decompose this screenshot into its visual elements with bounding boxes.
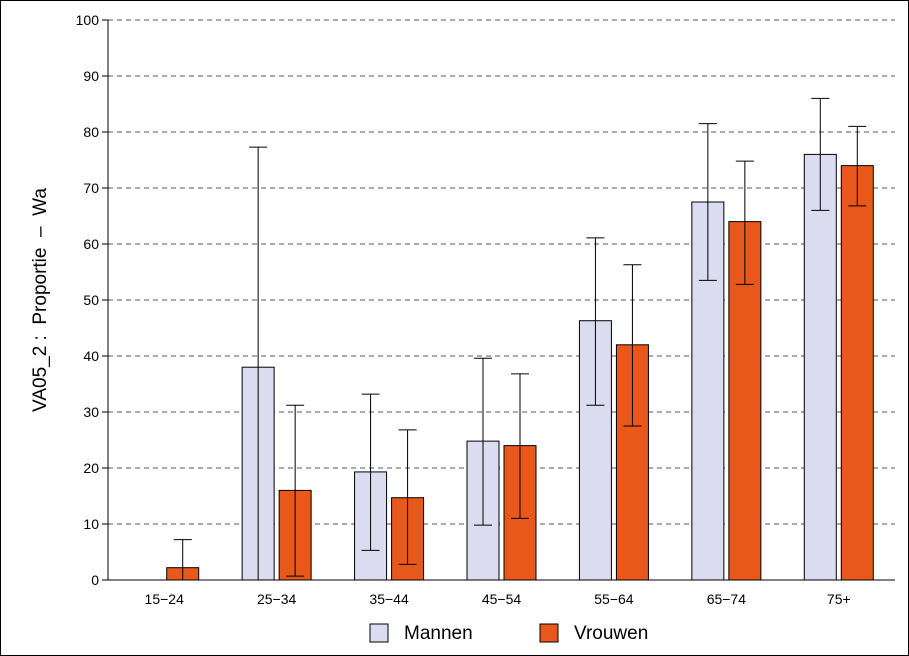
y-tick-label: 40 bbox=[83, 348, 99, 364]
x-tick-label: 25−34 bbox=[257, 591, 297, 607]
bars bbox=[166, 97, 874, 581]
x-tick-label: 35−44 bbox=[369, 591, 409, 607]
legend-label: Mannen bbox=[404, 623, 473, 644]
y-tick-label: 90 bbox=[83, 68, 99, 84]
legend-item-mannen: Mannen bbox=[369, 623, 473, 644]
error-bar bbox=[698, 123, 717, 281]
error-bar bbox=[398, 429, 417, 565]
y-tick-label: 20 bbox=[83, 460, 99, 476]
error-bar bbox=[173, 539, 192, 581]
y-tick-labels: 0 10 20 30 40 50 60 70 80 90 100 bbox=[76, 12, 108, 588]
y-tick-label: 80 bbox=[83, 124, 99, 140]
legend-label: Vrouwen bbox=[574, 623, 648, 644]
y-tick-label: 100 bbox=[76, 12, 100, 28]
y-tick-label: 30 bbox=[83, 404, 99, 420]
y-tick-label: 50 bbox=[83, 292, 99, 308]
x-tick-label: 15−24 bbox=[145, 591, 185, 607]
error-bar bbox=[361, 393, 380, 551]
legend-swatch bbox=[369, 623, 389, 643]
error-bar bbox=[735, 160, 754, 285]
x-tick-label: 75+ bbox=[827, 591, 851, 607]
y-tick-label: 0 bbox=[91, 572, 99, 588]
legend: Mannen Vrouwen bbox=[369, 623, 648, 644]
error-bar bbox=[511, 373, 529, 519]
y-tick-label: 10 bbox=[83, 516, 99, 532]
x-tick-label: 45−54 bbox=[482, 591, 522, 607]
bar-mannen bbox=[803, 153, 837, 581]
x-tick-label: 65−74 bbox=[707, 591, 747, 607]
error-bar bbox=[586, 237, 605, 406]
bar-vrouwen bbox=[840, 165, 874, 581]
legend-swatch bbox=[539, 623, 559, 643]
y-axis-label: VA05_2 : Proportie – Wa bbox=[30, 188, 51, 412]
error-bar bbox=[623, 264, 642, 427]
x-tick-labels: 15−24 25−34 35−44 45−54 55−64 65−74 75+ bbox=[145, 591, 851, 607]
error-bar bbox=[286, 404, 305, 577]
error-bar bbox=[249, 146, 268, 581]
error-bar bbox=[848, 125, 867, 207]
error-bar bbox=[474, 357, 492, 526]
legend-item-vrouwen: Vrouwen bbox=[539, 623, 648, 644]
y-tick-label: 70 bbox=[83, 180, 99, 196]
x-tick-label: 55−64 bbox=[594, 591, 634, 607]
y-tick-label: 60 bbox=[83, 236, 99, 252]
error-bar bbox=[811, 97, 830, 211]
gridlines bbox=[108, 19, 895, 525]
